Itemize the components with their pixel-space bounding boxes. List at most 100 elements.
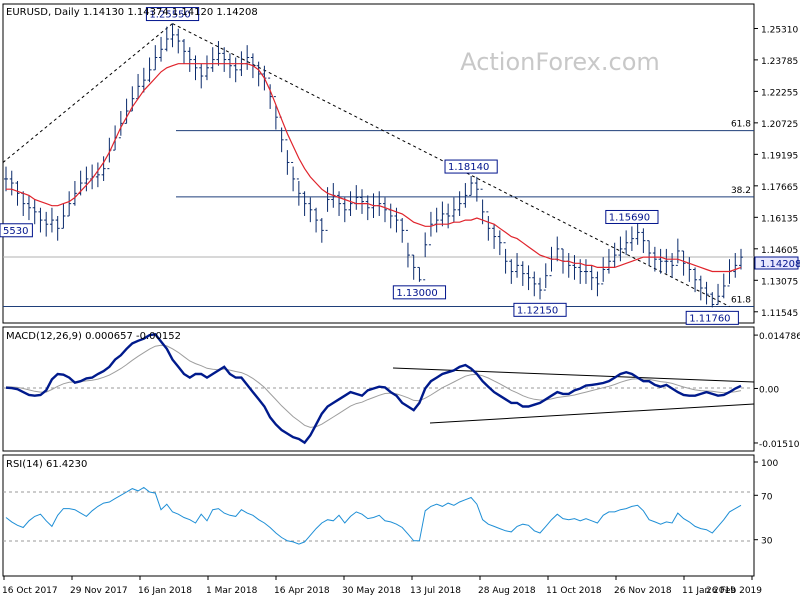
swing-label-box	[392, 285, 447, 300]
price-bar	[515, 253, 520, 278]
price-bar	[520, 261, 525, 286]
price-bar	[733, 253, 738, 278]
swing-label-text: 1.18140	[448, 162, 489, 173]
x-tick-label: 13 Jul 2018	[410, 586, 461, 596]
price-bar	[55, 215, 60, 241]
price-bar	[606, 248, 611, 274]
macd-panel-frame	[2, 326, 755, 452]
price-bar	[492, 224, 497, 249]
price-bar	[635, 220, 640, 245]
rsi-y-tick-label: 100	[761, 459, 778, 469]
price-bar	[291, 161, 296, 192]
price-bars	[4, 23, 743, 308]
price-bar	[216, 41, 221, 66]
price-bar	[360, 189, 365, 214]
price-bar	[641, 228, 646, 254]
price-bar	[256, 61, 261, 87]
swing-label-box	[513, 302, 567, 317]
last-price-box	[754, 256, 799, 270]
price-bar	[342, 197, 347, 223]
price-panel-frame	[2, 3, 755, 324]
swing-label-box	[145, 7, 200, 22]
macd-y-tick-label: 0.00	[759, 385, 779, 395]
x-tick-label: 16 Apr 2018	[274, 586, 330, 596]
price-bar	[147, 57, 152, 83]
price-bar	[153, 45, 158, 71]
price-bar	[84, 166, 89, 192]
x-tick-label: 26 Feb 2019	[706, 586, 762, 596]
price-y-tick-label: 1.25310	[761, 25, 798, 35]
price-bar	[193, 55, 198, 81]
price-bar	[348, 191, 353, 216]
price-bar	[652, 246, 657, 272]
price-bar	[204, 55, 209, 81]
x-tick-label: 11 Oct 2018	[546, 586, 602, 596]
price-bar	[693, 267, 698, 293]
price-bar	[199, 63, 204, 89]
swing-label-text: 1.13000	[396, 288, 437, 299]
price-bar	[26, 195, 31, 221]
watermark: ActionForex.com	[460, 48, 660, 76]
fib-lines: 61.8 38.2 61.8	[3, 120, 754, 308]
price-bar	[176, 28, 181, 54]
price-bar	[182, 38, 187, 64]
price-bar	[532, 271, 537, 297]
rsi-panel: RSI(14) 61.4230 100 70 30	[2, 454, 778, 577]
price-bar	[681, 250, 686, 276]
price-bar	[451, 197, 456, 223]
price-bar	[302, 191, 307, 216]
x-tick-label: 11 Jan 2019	[682, 586, 736, 596]
price-bar	[417, 266, 422, 282]
price-panel: ActionForex.com 61.8 38.2 61.8 1.25550 1.18…	[0, 3, 800, 325]
price-bar	[595, 271, 600, 297]
swing-label-box	[0, 223, 33, 238]
price-bar	[543, 263, 548, 291]
price-bar	[308, 197, 313, 223]
price-bar	[400, 218, 405, 243]
price-bar	[721, 273, 726, 299]
rsi-title: RSI(14) 61.4230	[6, 459, 87, 470]
swing-label-text: 1.15690	[609, 212, 650, 223]
macd-main-line	[5, 333, 742, 445]
price-bar	[319, 218, 324, 243]
x-tick-label: 30 May 2018	[342, 586, 401, 596]
price-y-tick-label: 1.16135	[761, 214, 798, 224]
swing-labels: 1.25550 1.18140 1.15690 1.13000 1.12150 1.117…	[0, 7, 739, 325]
macd-y-tick-label: 0.014786	[759, 332, 800, 342]
price-bar	[314, 207, 319, 233]
price-bar	[325, 187, 330, 231]
price-bar	[497, 230, 502, 256]
macd-y-axis: 0.014786 0.00 -0.015107	[754, 332, 800, 450]
price-bar	[538, 277, 543, 300]
swing-label-box	[685, 310, 739, 325]
price-bar	[124, 98, 129, 124]
price-y-tick-label: 1.17665	[761, 183, 798, 193]
fib-level-label: 61.8	[731, 120, 751, 130]
price-bar	[704, 281, 709, 305]
price-y-tick-label: 1.22255	[761, 88, 798, 98]
price-y-tick-label: 1.13075	[761, 277, 798, 287]
swing-label-text: 5530	[3, 226, 28, 237]
price-bar	[227, 53, 232, 79]
price-y-tick-label: 1.19195	[761, 151, 798, 161]
swing-label-box	[605, 209, 659, 224]
price-y-tick-label: 1.11545	[761, 309, 798, 319]
price-bar	[337, 191, 342, 216]
price-bar	[440, 201, 445, 227]
price-bar	[382, 197, 387, 223]
price-bar	[716, 283, 721, 305]
price-bar	[44, 211, 49, 237]
swing-label-box	[444, 159, 498, 174]
price-bar	[474, 176, 479, 202]
price-bar	[589, 265, 594, 291]
price-bar	[612, 242, 617, 268]
price-bar	[526, 265, 531, 291]
price-y-tick-label: 1.23785	[761, 57, 798, 67]
x-tick-label: 28 Aug 2018	[478, 586, 536, 596]
price-bar	[698, 275, 703, 301]
rsi-y-tick-label: 30	[761, 537, 773, 547]
price-bar	[572, 255, 577, 280]
price-bar	[170, 23, 175, 48]
price-bar	[273, 96, 278, 130]
price-bar	[618, 236, 623, 262]
